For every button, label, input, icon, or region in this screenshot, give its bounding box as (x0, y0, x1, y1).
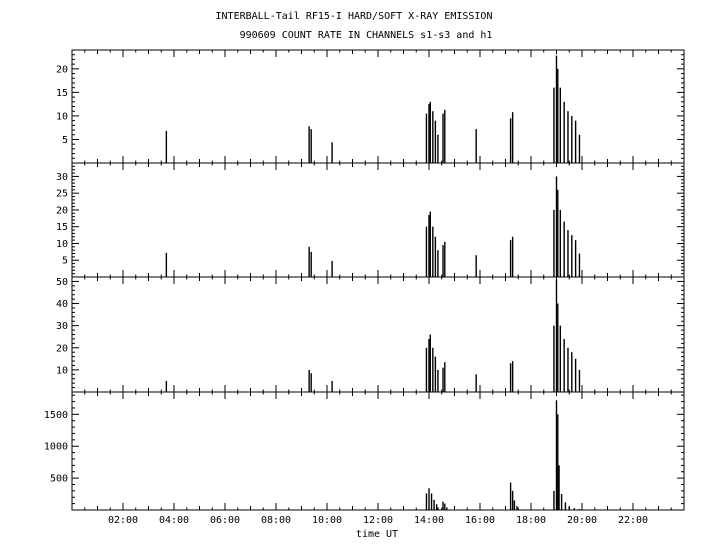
y-tick-label: 15 (56, 222, 68, 233)
y-tick-label: 40 (56, 299, 68, 310)
y-tick-label: 1500 (44, 410, 68, 421)
panel-s1: 5 10 15 20 (56, 49, 685, 164)
y-tick-label: 30 (56, 321, 68, 332)
x-tick-label: 18:00 (516, 515, 546, 526)
x-tick-label: 22:00 (618, 515, 648, 526)
x-tick-label: 10:00 (312, 515, 342, 526)
y-tick-label: 500 (50, 474, 68, 485)
x-tick-label: 20:00 (567, 515, 597, 526)
y-tick-label: 5 (62, 256, 68, 267)
y-tick-label: 20 (56, 343, 68, 354)
y-tick-label: 50 (56, 277, 68, 288)
x-tick-label: 14:00 (414, 515, 444, 526)
y-tick-label: 15 (56, 88, 68, 99)
panel-s3: 10 20 30 40 50 (56, 276, 685, 393)
x-axis-label: time UT (356, 529, 398, 540)
chart-title: INTERBALL-Tail RF15-I HARD/SOFT X-RAY EM… (216, 11, 493, 22)
x-tick-label: 12:00 (363, 515, 393, 526)
panel-s2: 5 10 15 20 25 30 (56, 162, 685, 278)
x-tick-label: 08:00 (261, 515, 291, 526)
panel-frame (71, 49, 685, 164)
panel-frame (71, 276, 685, 393)
y-tick-label: 20 (56, 64, 68, 75)
y-tick-label: 25 (56, 189, 68, 200)
x-tick-label: 16:00 (465, 515, 495, 526)
panels: 5 10 15 20 5 10 15 20 25 30 10 20 30 40 50 500 1000 1500 (44, 49, 685, 511)
y-tick-label: 10 (56, 239, 68, 250)
y-tick-label: 20 (56, 205, 68, 216)
y-tick-label: 1000 (44, 442, 68, 453)
x-tick-label: 06:00 (210, 515, 240, 526)
x-axis: 02:00 04:00 06:00 08:00 10:00 12:00 14:00 16:00… (108, 515, 648, 526)
y-tick-label: 10 (56, 111, 68, 122)
y-tick-label: 5 (62, 135, 68, 146)
panel-h1: 500 1000 1500 (44, 391, 685, 511)
y-tick-label: 30 (56, 172, 68, 183)
panel-frame (71, 162, 685, 278)
panel-frame (71, 391, 685, 511)
x-tick-label: 04:00 (159, 515, 189, 526)
x-tick-label: 02:00 (108, 515, 138, 526)
y-tick-label: 10 (56, 365, 68, 376)
chart-subtitle: 990609 COUNT RATE IN CHANNELS s1-s3 and … (240, 30, 493, 41)
